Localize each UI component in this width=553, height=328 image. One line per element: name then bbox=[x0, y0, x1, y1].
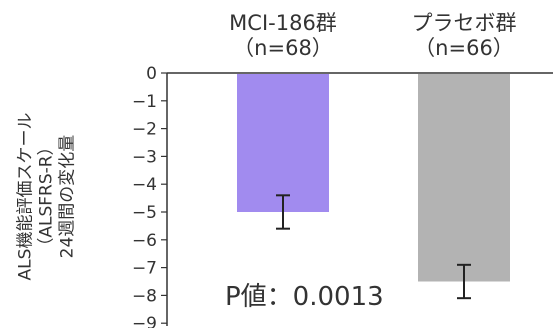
category-label-placebo: プラセボ群 （n=66） bbox=[384, 11, 544, 61]
y-tick-label: −7 bbox=[132, 259, 157, 279]
y-tick-label: 0 bbox=[146, 64, 157, 84]
y-tick-label: −9 bbox=[132, 314, 157, 328]
bar-mci186 bbox=[237, 74, 329, 212]
y-tick-label: −2 bbox=[132, 120, 157, 140]
y-tick-label: −3 bbox=[132, 147, 157, 167]
category-n: （n=66） bbox=[414, 36, 514, 60]
error-bars bbox=[276, 194, 471, 300]
y-tick-label: −1 bbox=[132, 92, 157, 112]
category-name: プラセボ群 bbox=[411, 11, 517, 35]
bars bbox=[237, 74, 510, 282]
y-tick-label: −5 bbox=[132, 203, 157, 223]
bar-placebo bbox=[418, 74, 510, 282]
category-n: （n=68） bbox=[233, 36, 333, 60]
y-tick-label: −4 bbox=[132, 175, 157, 195]
y-axis-label-line-2: （ALSFRS-R） bbox=[36, 137, 57, 255]
category-name: MCI-186群 bbox=[229, 11, 337, 35]
y-axis-label: ALS機能評価スケール （ALSFRS-R） 24週間の変化量 bbox=[4, 70, 90, 322]
y-axis-label-line-3: 24週間の変化量 bbox=[57, 134, 78, 258]
y-axis-ticks: 0 −1 −2 −3 −4 −5 −6 −7 −8 −9 bbox=[132, 64, 167, 328]
error-bar bbox=[457, 263, 471, 300]
p-value-annotation: P値：0.0013 bbox=[225, 282, 384, 312]
y-tick-label: −8 bbox=[132, 286, 157, 306]
error-bar bbox=[276, 194, 290, 230]
y-axis-label-line-1: ALS機能評価スケール bbox=[15, 112, 36, 280]
y-tick-label: −6 bbox=[132, 231, 157, 251]
category-label-mci186: MCI-186群 （n=68） bbox=[203, 11, 363, 61]
